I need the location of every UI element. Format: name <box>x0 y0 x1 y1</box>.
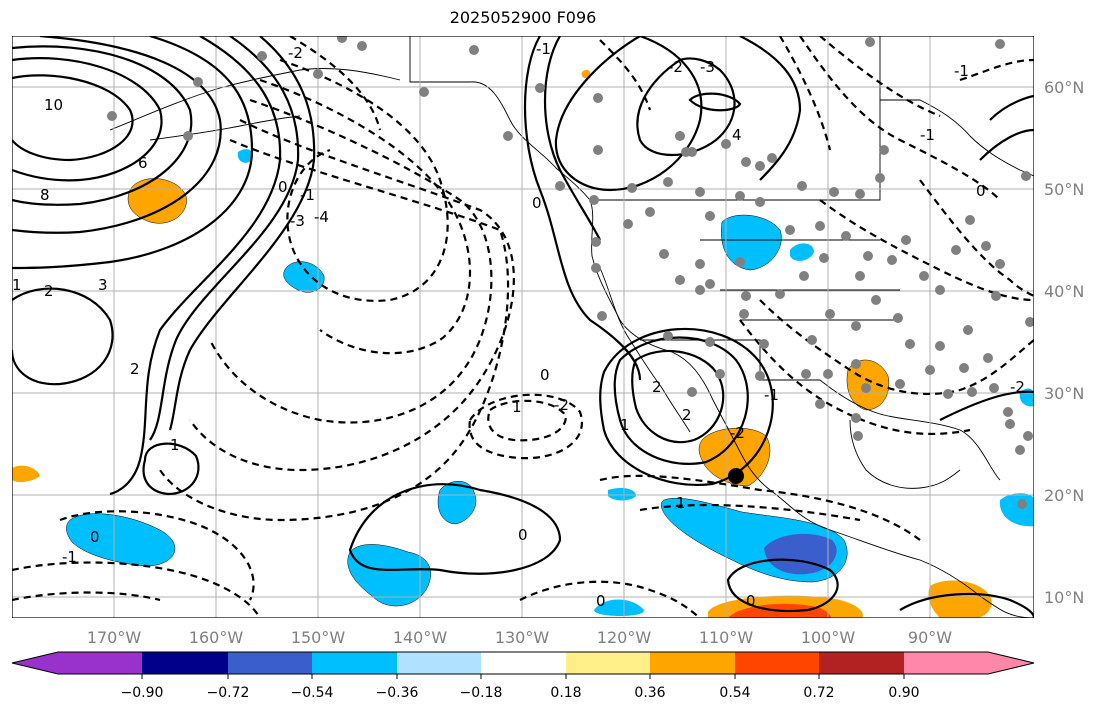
highlight-station-dot <box>728 468 744 484</box>
colorbar-tick-label: −0.90 <box>121 685 164 701</box>
contour-label: 6 <box>138 154 148 172</box>
contour-label: 0 <box>518 526 528 544</box>
contour-label: 2 <box>44 282 54 300</box>
figure-title: 2025052900 F096 <box>449 8 597 27</box>
colorbar-tick-label: −0.54 <box>291 685 334 701</box>
contour-label: 1 <box>12 276 22 294</box>
orange-region-tiny-alaska <box>581 69 591 79</box>
colorbar-segment <box>904 652 1034 674</box>
blue-region-south-central-1 <box>347 544 431 607</box>
contour-label: -1 <box>764 386 779 404</box>
colorbar-tick-label: −0.72 <box>207 685 250 701</box>
colorbar-segment <box>12 652 142 674</box>
colorbar-segment <box>566 652 650 674</box>
blue-region-small-gulf <box>237 149 253 163</box>
colorbar-tick-label: −0.36 <box>376 685 419 701</box>
lat-tick-label: 20°N <box>1044 486 1084 505</box>
contour-label: -2 <box>288 44 303 62</box>
colorbar-tick-label: 0.72 <box>803 685 834 701</box>
contour-label-group: 10 8 6 3 2 2 1 0 -1 -3 -4 0 -2 -1 -2 1 0… <box>12 40 1025 610</box>
longitude-axis: 170°W 160°W 150°W 140°W 130°W 120°W 110°… <box>87 628 952 647</box>
contour-label: 2 <box>130 360 140 378</box>
lat-tick-label: 40°N <box>1044 282 1084 301</box>
colorbar-tick-label: −0.18 <box>460 685 503 701</box>
colorbar-segment <box>228 652 312 674</box>
colorbar-segment <box>735 652 819 674</box>
lat-tick-label: 50°N <box>1044 180 1084 199</box>
contour-label: -3 <box>290 212 305 230</box>
contour-label: -1 <box>300 186 315 204</box>
contour-label: 0 <box>596 592 606 610</box>
colorbar-tick-label: 0.36 <box>634 685 665 701</box>
contour-label: 8 <box>40 186 50 204</box>
contour-label: 0 <box>532 194 542 212</box>
contour-label: 0 <box>540 366 550 384</box>
blue-region-south-central-2 <box>437 481 477 525</box>
contour-label: -1 <box>62 548 77 566</box>
colorbar-segment <box>142 652 228 674</box>
contour-label: -2 <box>730 424 745 442</box>
contour-label: 1 <box>620 416 630 434</box>
blue-region-south-small <box>608 488 636 501</box>
orange-region-west-edge <box>12 465 40 483</box>
contour-label: -3 <box>700 58 715 76</box>
lon-tick-label: 160°W <box>189 628 244 647</box>
colorbar-segment <box>312 652 397 674</box>
contour-label: 1 <box>170 436 180 454</box>
contour-label: 1 <box>676 494 686 512</box>
colorbar-segment <box>650 652 735 674</box>
contour-label: -4 <box>314 208 329 226</box>
blue-region-great-lakes <box>721 214 782 271</box>
contour-label: 4 <box>732 126 742 144</box>
colorbar-segment <box>481 652 566 674</box>
map-panel: 10 8 6 3 2 2 1 0 -1 -3 -4 0 -2 -1 -2 1 0… <box>12 36 1034 618</box>
colorbar-tick-label: 0.90 <box>888 685 919 701</box>
contour-label: -2 <box>1010 378 1025 396</box>
lon-tick-label: 140°W <box>393 628 448 647</box>
contour-label: 0 <box>278 178 288 196</box>
colorbar: −0.90 −0.72 −0.54 −0.36 −0.18 0.18 0.36 … <box>11 651 1035 701</box>
contour-label: 0 <box>90 528 100 546</box>
contour-label: 10 <box>44 96 63 114</box>
negative-contours <box>12 36 1034 618</box>
lon-tick-label: 90°W <box>908 628 952 647</box>
contour-label: 3 <box>98 276 108 294</box>
positive-contours <box>12 36 1034 618</box>
contour-label: -1 <box>920 126 935 144</box>
contour-label: -1 <box>536 40 551 58</box>
blue-region-plains <box>790 243 814 261</box>
lat-tick-label: 10°N <box>1044 588 1084 607</box>
colorbar-segment <box>397 652 481 674</box>
lon-tick-label: 110°W <box>699 628 754 647</box>
lon-tick-label: 120°W <box>597 628 652 647</box>
lat-tick-label: 30°N <box>1044 384 1084 403</box>
contour-label: 2 <box>682 406 692 424</box>
latitude-axis: 60°N 50°N 40°N 30°N 20°N 10°N <box>1044 78 1084 607</box>
contour-label: 0 <box>976 182 986 200</box>
contour-label: -2 <box>668 58 683 76</box>
lon-tick-label: 100°W <box>801 628 856 647</box>
gridlines <box>12 36 1034 618</box>
colorbar-tick-label: 0.54 <box>719 685 750 701</box>
blue-region-bottom-center <box>594 599 645 616</box>
contour-label: 2 <box>652 378 662 396</box>
contour-label: 0 <box>746 592 756 610</box>
contour-label: 1 <box>512 398 522 416</box>
contour-label: -1 <box>954 62 969 80</box>
lon-tick-label: 150°W <box>291 628 346 647</box>
colorbar-tick-marks <box>141 674 905 679</box>
lat-tick-label: 60°N <box>1044 78 1084 97</box>
colorbar-tick-label: 0.18 <box>550 685 581 701</box>
orange-region-caribbean <box>928 580 992 618</box>
colorbar-segment <box>819 652 904 674</box>
contour-label: -2 <box>554 396 569 414</box>
lon-tick-label: 130°W <box>495 628 550 647</box>
station-dots <box>107 36 1034 509</box>
shaded-regions <box>12 69 1034 618</box>
lon-tick-label: 170°W <box>87 628 142 647</box>
